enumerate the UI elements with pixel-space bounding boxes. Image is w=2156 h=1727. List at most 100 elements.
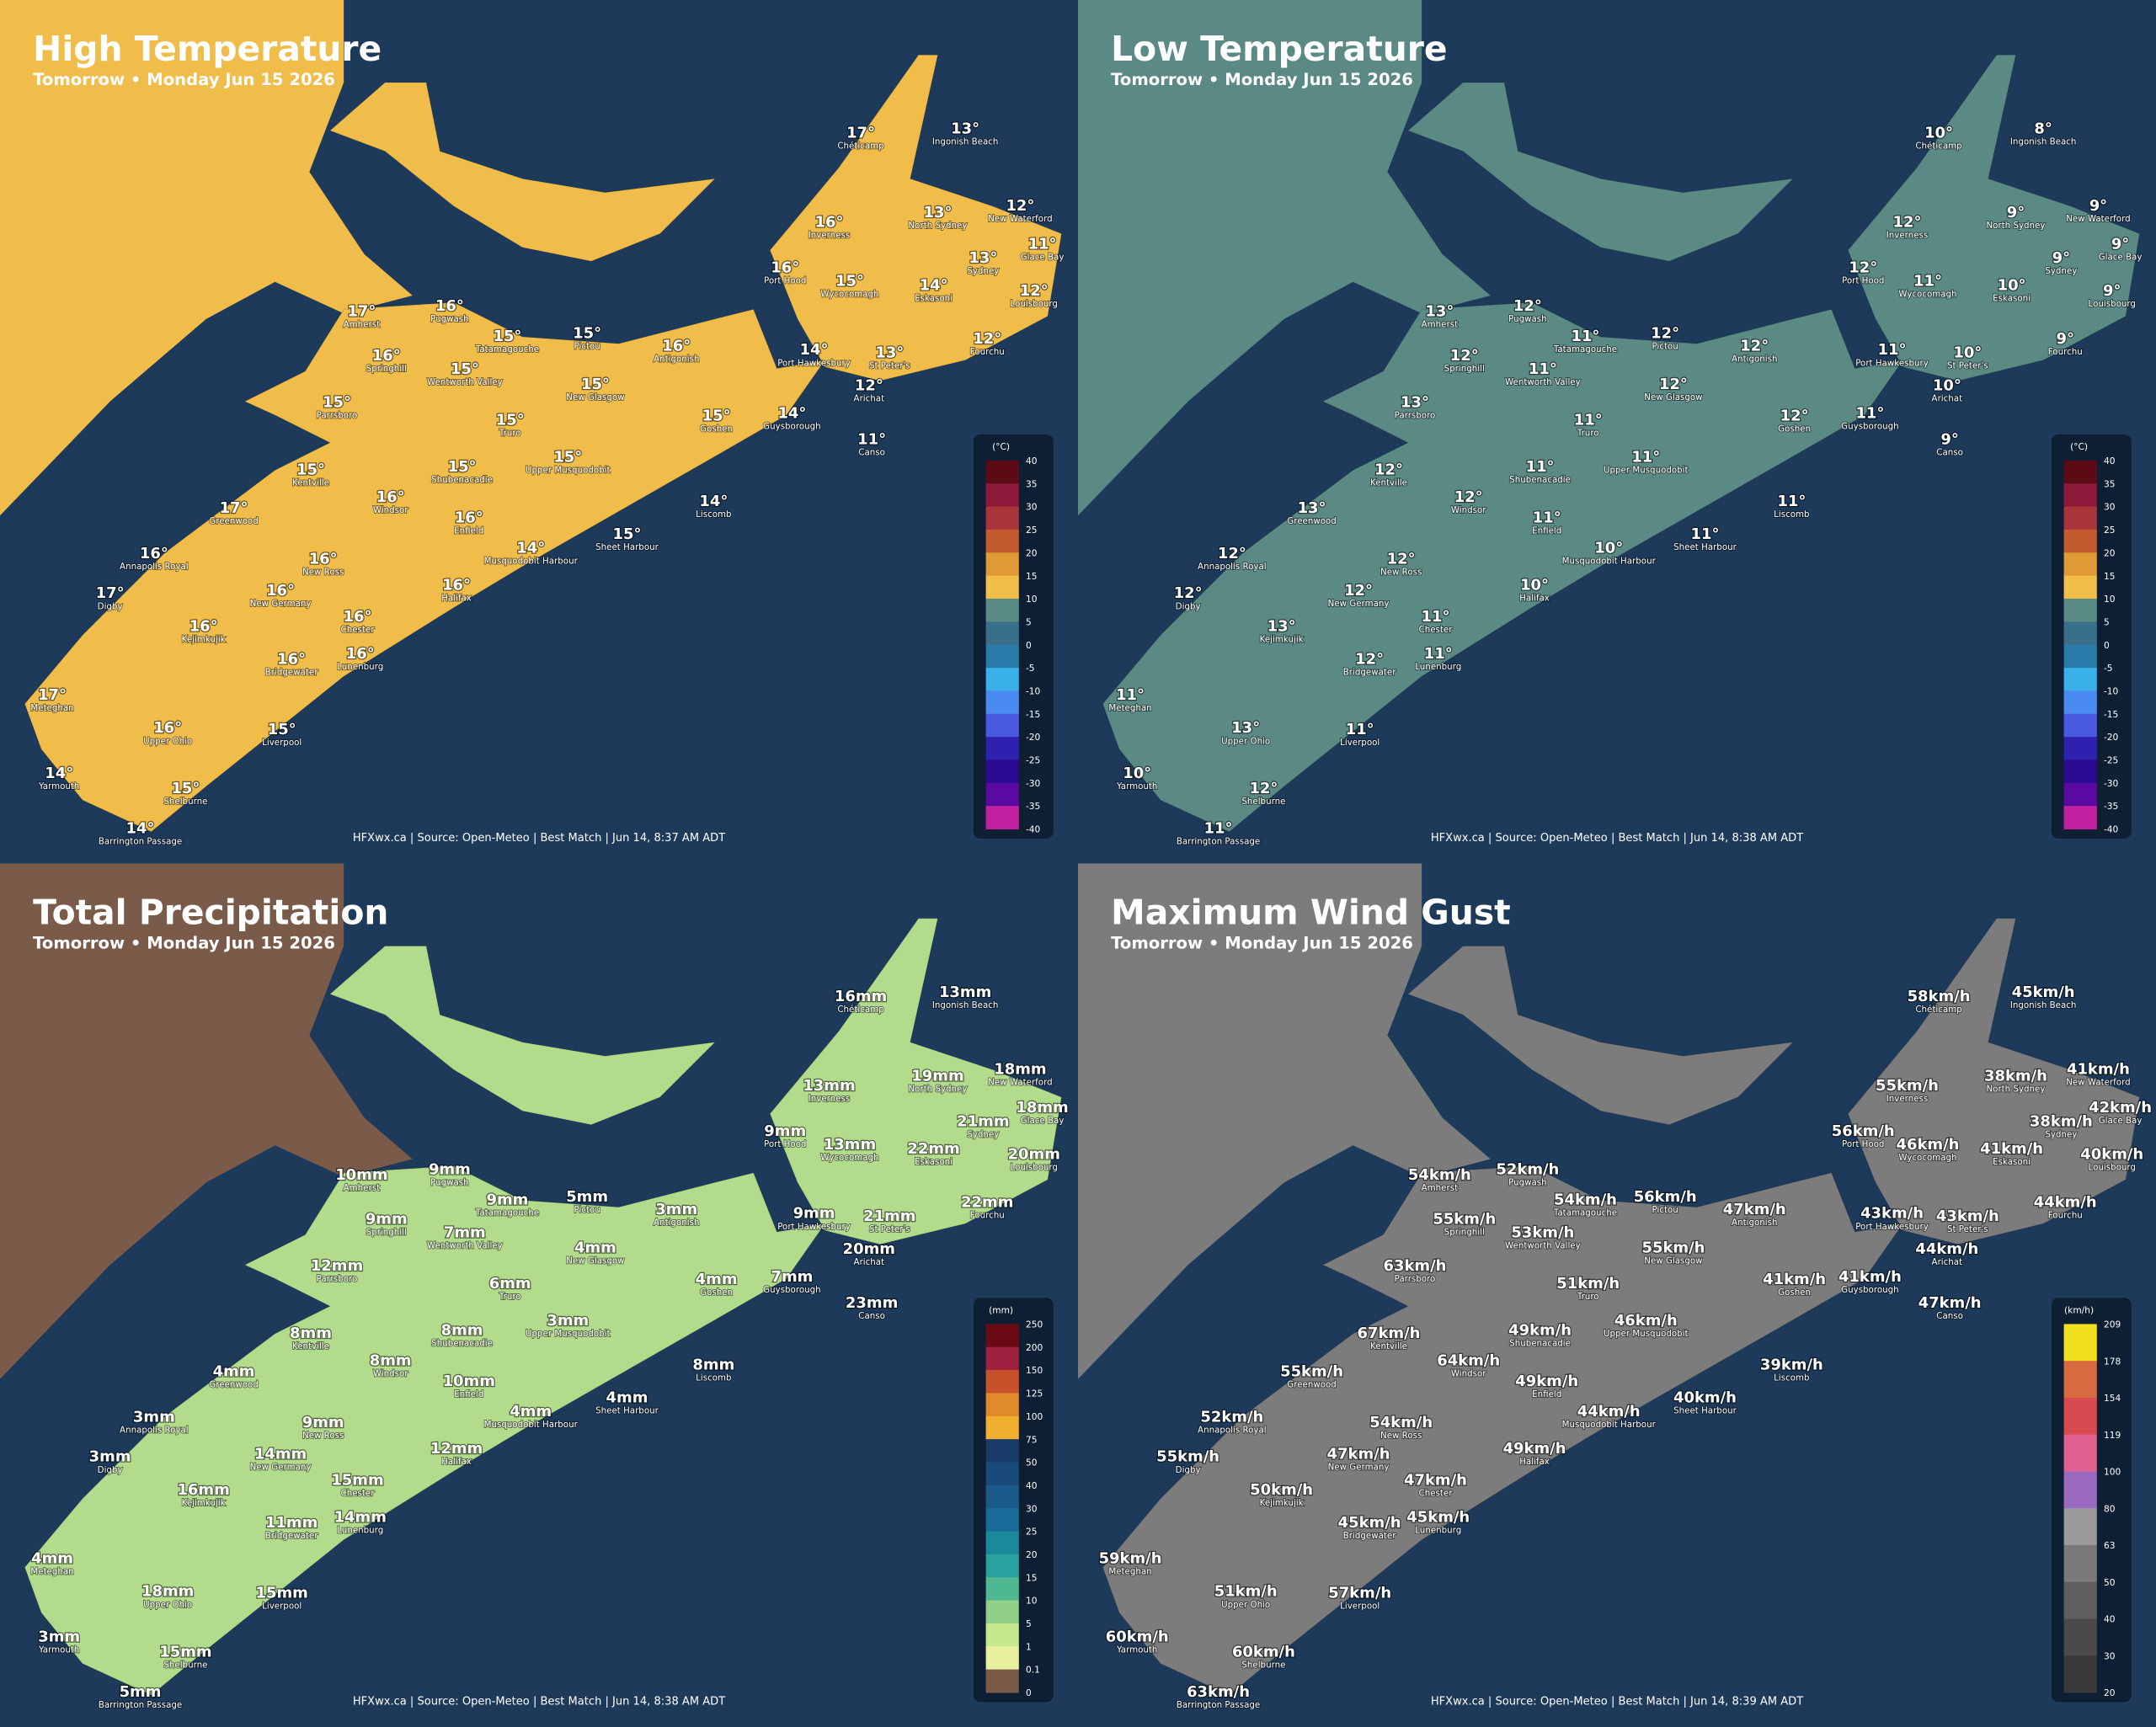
place-value: 18mm bbox=[141, 1583, 194, 1601]
place-name: Yarmouth bbox=[38, 1645, 80, 1655]
legend: (°C) 40 35 30 25 20 15 10 5 0 -5 -10 -15 -20 -25 -30 -35… bbox=[973, 434, 1054, 839]
place-name: Parrsboro bbox=[317, 410, 358, 420]
place-name: Meteghan bbox=[30, 703, 73, 713]
place-value: 9mm bbox=[487, 1191, 529, 1208]
legend-swatch bbox=[2063, 1324, 2097, 1362]
legend-swatch bbox=[2063, 668, 2097, 691]
place-name: Tatamagouche bbox=[475, 1207, 539, 1218]
place-value: 15° bbox=[493, 328, 521, 345]
place-value: 55km/h bbox=[1876, 1077, 1939, 1095]
legend-tick: 150 bbox=[1026, 1365, 1043, 1376]
place-name: Amherst bbox=[344, 1183, 380, 1193]
place-value: 54km/h bbox=[1554, 1191, 1617, 1208]
place-name: Goshen bbox=[700, 424, 733, 434]
place-name: Bridgewater bbox=[265, 1531, 318, 1541]
place-name: Chéticamp bbox=[837, 1005, 883, 1015]
place-name: Pictou bbox=[1652, 342, 1678, 352]
place-value: 4mm bbox=[574, 1239, 616, 1257]
place-name: Eskasoni bbox=[915, 1157, 953, 1167]
land bbox=[1406, 945, 1795, 1126]
place-value: 12° bbox=[855, 377, 883, 395]
place-name: New Germany bbox=[250, 599, 312, 609]
legend-swatch bbox=[2063, 737, 2097, 760]
legend-tick: 50 bbox=[1026, 1458, 1038, 1468]
legend-tick: -20 bbox=[2104, 732, 2119, 743]
place-value: 16° bbox=[140, 545, 168, 562]
place-name: Halifax bbox=[1519, 1457, 1550, 1467]
place-value: 56km/h bbox=[1634, 1188, 1697, 1206]
place-name: Sydney bbox=[967, 266, 999, 276]
place-name: Amherst bbox=[1422, 320, 1458, 330]
place-name: Barrington Passage bbox=[1177, 1700, 1260, 1710]
place-name: Sheet Harbour bbox=[595, 1406, 659, 1416]
place-value: 60km/h bbox=[1232, 1644, 1295, 1661]
place-value: 9mm bbox=[793, 1205, 835, 1223]
legend-swatch bbox=[985, 806, 1019, 829]
place-name: Louisbourg bbox=[1011, 299, 1058, 309]
place-value: 16° bbox=[771, 259, 799, 276]
place-value: 5mm bbox=[120, 1683, 162, 1701]
place-value: 13° bbox=[969, 249, 997, 267]
place-name: Sheet Harbour bbox=[1673, 542, 1737, 552]
land-west bbox=[0, 0, 715, 516]
place-value: 14° bbox=[516, 539, 545, 557]
place-value: 22mm bbox=[907, 1140, 959, 1158]
place-value: 10° bbox=[1594, 539, 1623, 557]
place-name: Port Hood bbox=[1842, 275, 1884, 285]
place-value: 12° bbox=[1849, 259, 1877, 276]
legend-tick: 20 bbox=[2104, 1687, 2116, 1698]
legend-tick: 20 bbox=[2104, 547, 2116, 558]
place-name: Glace Bay bbox=[2099, 1116, 2143, 1126]
place-value: 15° bbox=[613, 525, 642, 543]
place-name: Sheet Harbour bbox=[595, 542, 659, 552]
place-value: 8° bbox=[2034, 120, 2052, 137]
place-value: 16° bbox=[346, 645, 375, 663]
panel-title: Maximum Wind Gust bbox=[1111, 892, 1510, 932]
place-name: Greenwood bbox=[209, 516, 259, 526]
place-name: Windsor bbox=[1451, 505, 1486, 515]
place-value: 41km/h bbox=[1980, 1140, 2043, 1158]
legend-tick: 25 bbox=[1026, 1527, 1038, 1538]
place-name: Antigonish bbox=[654, 354, 699, 364]
place-value: 12° bbox=[1374, 461, 1403, 478]
place-value: 15° bbox=[835, 273, 864, 290]
place-name: Pugwash bbox=[430, 1178, 469, 1188]
place-value: 11° bbox=[1691, 525, 1720, 543]
place-value: 9mm bbox=[302, 1414, 344, 1431]
legend-swatch bbox=[985, 599, 1019, 622]
place-value: 13° bbox=[1298, 499, 1326, 517]
place-value: 41km/h bbox=[1763, 1271, 1826, 1288]
place-value: 8mm bbox=[692, 1356, 734, 1373]
place-value: 16° bbox=[815, 213, 844, 231]
place-value: 8mm bbox=[290, 1325, 332, 1342]
place-value: 14mm bbox=[254, 1445, 307, 1463]
panel-title: Total Precipitation bbox=[33, 892, 388, 932]
place-value: 16° bbox=[455, 509, 483, 526]
place-name: Musquodobit Harbour bbox=[484, 1420, 579, 1430]
place-value: 43km/h bbox=[1936, 1207, 1999, 1225]
place-value: 12° bbox=[1659, 376, 1688, 393]
credit: HFXwx.ca | Source: Open-Meteo | Best Mat… bbox=[1431, 1696, 1803, 1708]
place-name: New Waterford bbox=[2066, 1077, 2130, 1087]
place-name: Ingonish Beach bbox=[932, 136, 999, 147]
place-value: 11° bbox=[1855, 404, 1884, 422]
place-name: Port Hood bbox=[764, 275, 806, 285]
panel-subtitle: Tomorrow • Monday Jun 15 2026 bbox=[1111, 70, 1413, 89]
place-value: 11° bbox=[1422, 608, 1450, 626]
land-west bbox=[1078, 0, 1793, 516]
place-value: 11° bbox=[1878, 341, 1907, 359]
legend-tick: 63 bbox=[2104, 1540, 2116, 1551]
place-name: Kejimkujik bbox=[182, 634, 226, 644]
place-value: 11° bbox=[1424, 645, 1453, 663]
place-name: St Peter's bbox=[869, 1224, 910, 1234]
place-name: Arichat bbox=[854, 394, 885, 404]
place-name: Enfield bbox=[454, 1389, 483, 1399]
place-value: 10° bbox=[1998, 276, 2026, 294]
place-value: 15° bbox=[573, 325, 601, 343]
place-name: Lunenburg bbox=[1415, 1526, 1461, 1536]
place-value: 3mm bbox=[89, 1448, 131, 1466]
place-value: 47km/h bbox=[1327, 1445, 1390, 1463]
place-name: Port Hawkesbury bbox=[1855, 358, 1929, 368]
place-name: Kentville bbox=[292, 1341, 329, 1351]
